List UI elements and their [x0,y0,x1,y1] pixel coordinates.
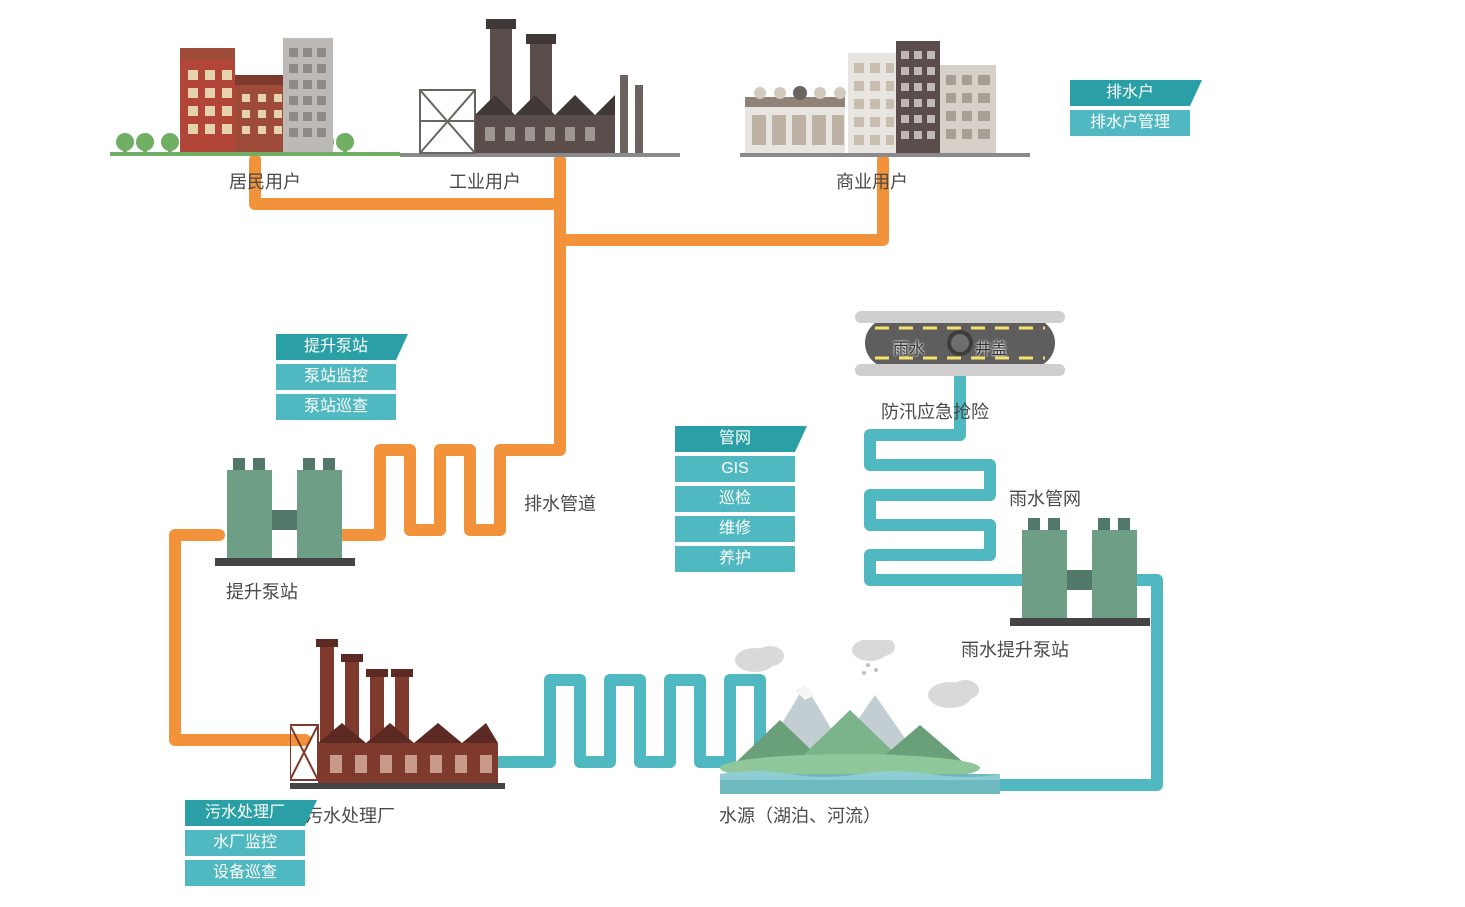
tag-net-4[interactable]: 养护 [675,546,795,572]
residential-icon [110,30,400,160]
tag-drain_user-0[interactable]: 排水户 [1070,80,1190,106]
tag-net-0[interactable]: 管网 [675,426,795,452]
drain_pipe-label: 排水管道 [510,490,610,516]
rain-pump-station-icon [1010,500,1150,630]
rain_net-label: 雨水管网 [995,485,1095,511]
road-rain-label: 雨水 [893,335,925,359]
pump-station-icon [215,440,355,570]
water_source-label: 水源（湖泊、河流） [700,802,900,828]
tag-sewage-1[interactable]: 水厂监控 [185,830,305,856]
industrial-label: 工业用户 [435,168,535,194]
tag-sewage-2[interactable]: 设备巡查 [185,860,305,886]
residential-label: 居民用户 [215,168,315,194]
tag-sewage-0[interactable]: 污水处理厂 [185,800,305,826]
water-source-icon [720,640,1000,795]
tag-drain_user-1[interactable]: 排水户管理 [1070,110,1190,136]
road-cover-label: 井盖 [975,335,1007,359]
tag-group-drain_user: 排水户排水户管理 [1070,80,1190,140]
diagram-canvas: 居民用户工业用户商业用户排水管道提升泵站污水处理厂水源（湖泊、河流）防汛应急抢险… [0,0,1465,907]
pump_station-label: 提升泵站 [212,578,312,604]
tag-net-3[interactable]: 维修 [675,516,795,542]
commercial-label: 商业用户 [822,168,922,194]
tag-group-sewage: 污水处理厂水厂监控设备巡查 [185,800,305,890]
flood_rescue-label: 防汛应急抢险 [865,398,1005,424]
tag-pump-0[interactable]: 提升泵站 [276,334,396,360]
tag-net-1[interactable]: GIS [675,456,795,482]
road-manhole-icon [855,308,1065,383]
commercial-icon [740,35,1030,160]
tag-group-net: 管网 GIS 巡检维修养护 [675,426,795,576]
industrial-icon [400,15,680,160]
sewage-plant-icon [290,635,515,795]
tag-pump-2[interactable]: 泵站巡查 [276,394,396,420]
tag-group-pump: 提升泵站泵站监控泵站巡查 [276,334,396,424]
tag-pump-1[interactable]: 泵站监控 [276,364,396,390]
rain_pump-label: 雨水提升泵站 [945,636,1085,662]
tag-net-2[interactable]: 巡检 [675,486,795,512]
